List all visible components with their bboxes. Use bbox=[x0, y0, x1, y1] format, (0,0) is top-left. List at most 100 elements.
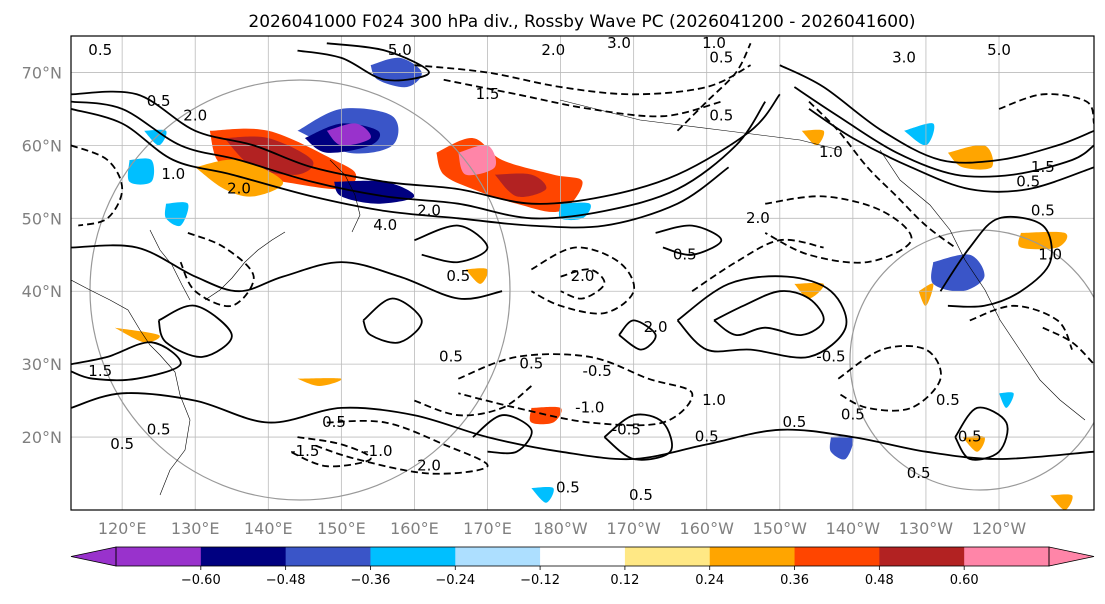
contour-dashed-4 bbox=[457, 353, 694, 427]
contour-dashed-2 bbox=[530, 246, 636, 315]
contour-label-5: 4.0 bbox=[373, 216, 397, 234]
contour-dashed-12 bbox=[998, 93, 1094, 124]
colorbar-segment-3 bbox=[370, 547, 456, 566]
colorbar-segment-8 bbox=[794, 547, 880, 566]
shaded-region-28 bbox=[1050, 494, 1073, 510]
colorbar-segment-7 bbox=[709, 547, 796, 566]
colorbar-extend-high bbox=[1048, 546, 1095, 567]
colorbar-tick-label-7: 0.36 bbox=[780, 573, 809, 588]
contour-label-12: 0.5 bbox=[709, 48, 733, 66]
contour-dashed-8 bbox=[808, 100, 956, 249]
colorbar-extend-low bbox=[70, 546, 117, 567]
lat-tick-label-0: 70°N bbox=[22, 63, 62, 82]
contour-label-15: 0.5 bbox=[709, 107, 733, 125]
contour-label-30: -1.5 bbox=[290, 442, 319, 460]
contour-solid-20 bbox=[71, 244, 503, 300]
contour-solid-11 bbox=[362, 297, 423, 344]
lon-tick-label-1: 130°E bbox=[171, 519, 220, 538]
lon-tick-label-10: 140°W bbox=[826, 519, 881, 538]
contour-label-11: 1.0 bbox=[702, 34, 726, 52]
contour-label-4: 2.0 bbox=[227, 180, 251, 198]
contour-dashed-6 bbox=[289, 436, 372, 468]
contour-solid-4 bbox=[793, 86, 1094, 178]
contour-solid-16 bbox=[655, 224, 723, 256]
contour-solid-2 bbox=[71, 108, 730, 229]
colorbar-frame bbox=[115, 546, 1050, 567]
contour-label-6: 2.0 bbox=[417, 202, 441, 220]
reference-circle-east bbox=[849, 229, 1094, 491]
contour-label-20: 0.5 bbox=[446, 267, 470, 285]
contour-solid-8 bbox=[618, 319, 657, 351]
lon-tick-label-0: 120°E bbox=[98, 519, 147, 538]
lon-tick-label-8: 160°W bbox=[680, 519, 735, 538]
longitude-axis: 120°E 130°E 140°E 150°E 160°E 170°E 180°W 170°W… bbox=[98, 519, 1027, 538]
contour-label-1: 0.5 bbox=[147, 92, 171, 110]
colorbar-tick-label-0: −0.60 bbox=[181, 573, 221, 588]
lon-tick-label-11: 130°W bbox=[899, 519, 954, 538]
contour-label-8: 1.5 bbox=[476, 85, 500, 103]
lat-tick-label-1: 60°N bbox=[22, 136, 62, 155]
colorbar-tick-label-6: 0.24 bbox=[695, 573, 724, 588]
coastline-japan bbox=[204, 231, 286, 301]
contour-solid-10 bbox=[157, 304, 233, 358]
colorbar-segment-4 bbox=[455, 547, 541, 566]
contour-label-40: 0.5 bbox=[958, 428, 982, 446]
lon-tick-label-6: 180°W bbox=[533, 519, 588, 538]
shaded-region-18 bbox=[1018, 231, 1068, 250]
coastline-kamchatka bbox=[329, 159, 361, 233]
contour-label-27: 0.5 bbox=[439, 347, 463, 365]
colorbar-tick-label-1: −0.48 bbox=[266, 573, 306, 588]
shaded-region-19 bbox=[801, 129, 825, 146]
shaded-region-1 bbox=[224, 136, 314, 175]
contour-label-37: 0.5 bbox=[841, 406, 865, 424]
lat-tick-label-5: 20°N bbox=[22, 428, 62, 447]
contour-label-14: 5.0 bbox=[987, 41, 1011, 59]
contour-dashed-7 bbox=[764, 195, 913, 264]
coastline-asia bbox=[71, 279, 191, 496]
colorbar-segment-6 bbox=[624, 547, 711, 566]
colorbar-segment-2 bbox=[285, 547, 371, 566]
shaded-region-21 bbox=[829, 435, 854, 460]
contour-label-28: 0.5 bbox=[519, 355, 543, 373]
map-frame bbox=[70, 35, 1095, 511]
contour-label-47: 1.5 bbox=[1031, 158, 1055, 176]
contour-label-31: -1.0 bbox=[363, 442, 392, 460]
contour-dashed-0 bbox=[414, 64, 752, 96]
lon-tick-label-5: 170°E bbox=[463, 519, 512, 538]
colorbar-tick-label-2: −0.36 bbox=[351, 573, 391, 588]
shaded-region-20 bbox=[794, 282, 824, 299]
contour-label-23: 0.5 bbox=[695, 428, 719, 446]
colorbar: −0.60 −0.48 −0.36 −0.24 −0.12 0.12 0.24 0.36 0.4… bbox=[70, 546, 1095, 588]
shaded-region-22 bbox=[465, 268, 489, 284]
shaded-region-24 bbox=[297, 378, 342, 386]
contour-label-41: 0.5 bbox=[907, 464, 931, 482]
shaded-region-16 bbox=[904, 123, 935, 146]
contour-dashed-13 bbox=[676, 42, 752, 132]
contour-label-24: -0.5 bbox=[582, 362, 611, 380]
shaded-region-10 bbox=[494, 173, 547, 197]
shaded-region-13 bbox=[164, 202, 189, 227]
contour-label-46: 0.5 bbox=[1016, 172, 1040, 190]
lat-tick-label-3: 40°N bbox=[22, 282, 62, 301]
contour-dashed-10 bbox=[71, 144, 124, 227]
shaded-region-12 bbox=[127, 158, 155, 185]
shaded-region-15 bbox=[931, 254, 985, 292]
shaded-region-26 bbox=[962, 435, 985, 452]
shaded-region-2 bbox=[195, 159, 284, 197]
lat-tick-label-4: 30°N bbox=[22, 355, 62, 374]
coastline-korea bbox=[149, 229, 191, 301]
contour-label-44: 1.0 bbox=[1038, 245, 1062, 263]
contour-solid-12 bbox=[414, 224, 489, 264]
contour-label-35: 1.5 bbox=[88, 362, 112, 380]
contour-labels: 0.50.52.01.02.04.02.05.01.52.0 3.0 1.00.5 3… bbox=[88, 34, 1062, 504]
contour-solid-17 bbox=[939, 215, 1053, 308]
colorbar-tick-label-8: 0.48 bbox=[865, 573, 894, 588]
contour-solid-14 bbox=[71, 341, 182, 382]
colorbar-tick-label-3: −0.24 bbox=[435, 573, 475, 588]
contour-label-39: -0.5 bbox=[816, 347, 845, 365]
contour-label-45: 0.5 bbox=[1031, 202, 1055, 220]
colorbar-segment-5 bbox=[540, 547, 626, 566]
contour-label-43: 0.5 bbox=[629, 486, 653, 504]
contour-label-0: 0.5 bbox=[88, 41, 112, 59]
lon-tick-label-12: 120°W bbox=[972, 519, 1027, 538]
